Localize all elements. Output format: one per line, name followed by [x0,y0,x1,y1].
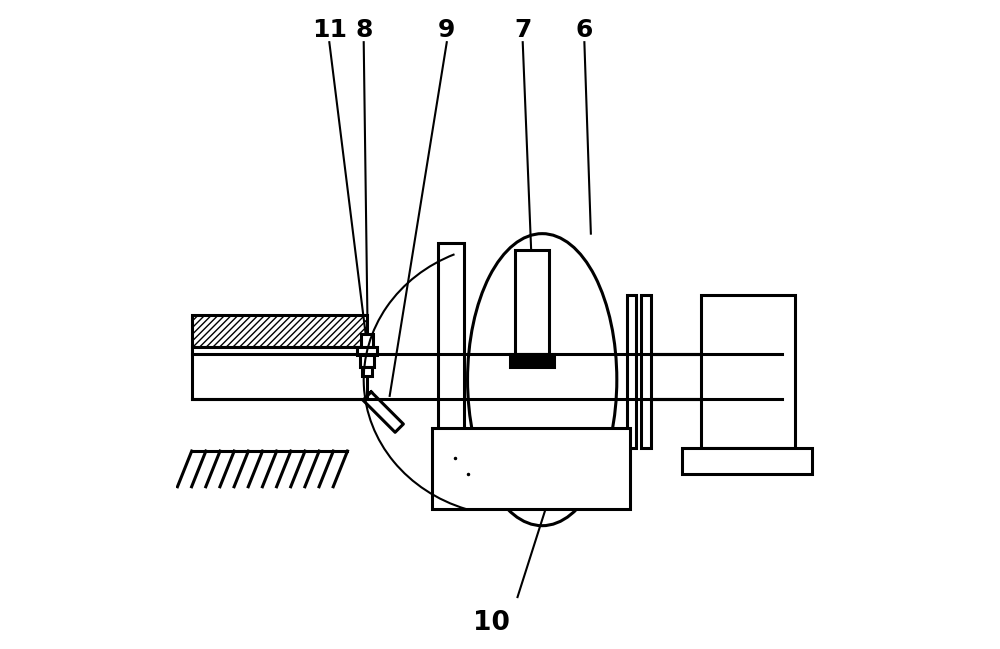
Text: 10: 10 [473,610,510,636]
Bar [432,428,630,509]
Text: 9: 9 [438,18,455,42]
Text: 7: 7 [514,18,531,42]
Bar [627,295,636,448]
Bar [192,315,367,347]
Bar [515,250,549,354]
Bar [682,448,812,474]
Bar [641,295,651,448]
Bar [438,243,464,477]
Bar [510,354,554,367]
Text: 6: 6 [576,18,593,42]
Bar [361,334,373,347]
Bar [357,347,377,355]
Bar [362,367,372,376]
Bar [360,355,374,367]
Text: 8: 8 [355,18,372,42]
Bar [701,295,795,448]
Bar [192,347,367,399]
Text: 11: 11 [312,18,347,42]
